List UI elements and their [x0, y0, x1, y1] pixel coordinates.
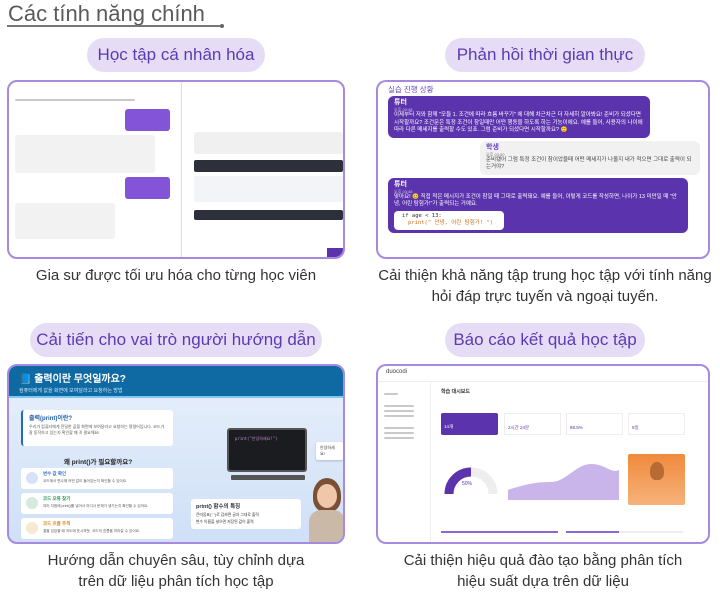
- reason-title: 코드 오류 찾기: [43, 496, 71, 501]
- reason-text: 결을 입었을 때 지도에 표시하듯, 코드의 흐름을 따라갈 수 있어요.: [43, 529, 140, 533]
- reason-title: 코드 흐름 추적: [43, 521, 71, 526]
- definition-card: 출력(print)이란? 우리가 컴퓨터에게 전달한 값을 화면에 보여달라고 …: [21, 410, 173, 446]
- realtime-chat-screenshot: 실습 진행 상황 튜터 오후 03:48 이제부터 저와 함께 "모듈 1. 조…: [376, 80, 710, 259]
- caption-line: Cải thiện khả năng tập trung học tập với…: [378, 267, 712, 284]
- sender-name: 튜터: [394, 180, 407, 188]
- streak-card: [628, 454, 685, 505]
- learning-dashboard-screenshot: duocodi 학습 대시보드 14개 2시간 24분 88.5% 5일 50%: [376, 364, 710, 544]
- why-heading: 왜 print()가 필요할까요?: [64, 459, 133, 466]
- feature-item: 변수 이름을 넣으면 저장된 값이 출력: [196, 520, 254, 524]
- stat-card: 88.5%: [566, 413, 623, 435]
- weekly-study-chart: [508, 464, 619, 500]
- stat-card: 2시간 24분: [504, 413, 561, 435]
- feature-pill-instructor: Cải tiến cho vai trò người hướng dẫn: [30, 323, 322, 357]
- caption-line: Hướng dẫn chuyên sâu, tùy chỉnh dựa: [47, 552, 305, 569]
- code-line: if age < 13:: [402, 212, 442, 219]
- dashboard-brand: duocodi: [378, 366, 708, 382]
- feature-pill-report: Báo cáo kết quả học tập: [445, 323, 645, 357]
- feature-pill-realtime: Phản hồi thời gian thực: [445, 38, 645, 72]
- reason-text: 여러 지점에 print()를 넣어서 어디서 문제가 생기는지 확인할 수 있…: [43, 504, 149, 508]
- sender-name: 학생: [486, 143, 499, 151]
- feature-box-title: print() 함수의 특징: [196, 504, 241, 510]
- chat-message-tutor: 튜터 오후 03:48 맞아요! 😊 직접 적은 메시지가 조건이 참일 때 그…: [388, 177, 688, 233]
- card-title: 출력(print)이란?: [29, 416, 73, 422]
- stat-card: 14개: [441, 413, 498, 435]
- lesson-slide-screenshot: 📘 출력이란 무엇일까요? 컴퓨터에게 값을 화면에 보여달라고 요청하는 방법…: [7, 364, 345, 544]
- feature-caption: Cải thiện hiệu quả đào tạo bằng phân tíc…: [376, 550, 710, 592]
- feature-item: 큰따옴표(" ")로 감싸면 글자 그대로 출력: [196, 513, 259, 517]
- caption-line: hiệu suất dựa trên dữ liệu: [457, 573, 629, 590]
- reason-text: 코드에서 변수에 어떤 값이 들어있는지 확인할 수 있어요.: [43, 479, 128, 483]
- progress-bar: [566, 531, 683, 533]
- slide-title: 📘 출력이란 무엇일까요?: [19, 374, 126, 385]
- slide-subtitle: 컴퓨터에게 값을 화면에 보여달라고 요청하는 방법: [19, 388, 123, 394]
- sender-name: 튜터: [394, 99, 407, 106]
- chat-message-student: 학생 오후 03:50 준비됐어 그럼 특정 조건이 참이었을때 어떤 메세지가…: [480, 140, 700, 175]
- caption-line: hỏi đáp trực tuyến và ngoại tuyến.: [431, 288, 659, 305]
- stat-value: 88.5%: [570, 425, 583, 430]
- reason-icon: [26, 522, 38, 534]
- dashboard-sidebar: [378, 382, 431, 542]
- terminal-screen: print("안녕하세요!"): [227, 428, 307, 472]
- output-bubble: 안녕하세요!: [316, 442, 343, 460]
- message-text: 맞아요! 😊 직접 적은 메시지가 조건이 참일 때 그대로 출력돼요. 예를 …: [394, 193, 677, 208]
- message-text: 준비됐어 그럼 특정 조건이 참이었을때 어떤 메세지가 나올지 내가 적으면 …: [486, 156, 692, 171]
- card-text: 우리가 컴퓨터에게 전달한 값을 화면에 보여달라고 요청하는 명령어입니다. …: [29, 424, 165, 435]
- dashboard-title: 학습 대시보드: [441, 389, 470, 395]
- feature-caption: Gia sư được tối ưu hóa cho từng học viên: [35, 267, 317, 284]
- feature-caption: Cải thiện khả năng tập trung học tập với…: [360, 265, 720, 307]
- message-text: 이제부터 저와 함께 "모듈 1. 조건에 따라 흐름 바꾸기" 에 대해 차근…: [394, 112, 643, 133]
- message-time: 오후 03:50: [486, 151, 505, 157]
- feature-caption: Hướng dẫn chuyên sâu, tùy chỉnh dựa trên…: [7, 550, 345, 592]
- tutor-workspace-screenshot: [7, 80, 345, 259]
- page-title: Các tính năng chính: [8, 1, 205, 26]
- caption-line: Cải thiện hiệu quả đào tạo bằng phân tíc…: [403, 552, 683, 569]
- progress-gauge: [444, 467, 498, 495]
- feature-pill-personalized: Học tập cá nhân hóa: [87, 38, 265, 72]
- reason-title: 변수 값 확인: [43, 471, 67, 476]
- message-time: 오후 03:48: [394, 188, 413, 194]
- stat-card: 5일: [628, 413, 685, 435]
- title-underline: [7, 23, 224, 27]
- progress-bar: [441, 531, 558, 533]
- code-line: print(" 안녕, 어린 탐험가! "): [408, 220, 494, 226]
- stat-value: 2시간 24분: [508, 425, 530, 430]
- instructor-avatar-illustration: [307, 478, 343, 542]
- feature-box: print() 함수의 특징 큰따옴표(" ")로 감싸면 글자 그대로 출력 …: [191, 499, 301, 529]
- chat-title: 실습 진행 상황: [388, 85, 434, 94]
- gauge-value: 50%: [462, 481, 473, 487]
- chat-message-tutor: 튜터 오후 03:48 이제부터 저와 함께 "모듈 1. 조건에 따라 흐름 …: [388, 96, 650, 138]
- reason-icon: [26, 472, 38, 484]
- terminal-base: [231, 475, 305, 480]
- stat-value: 14개: [444, 424, 454, 429]
- message-time: 오후 03:48: [394, 107, 413, 112]
- caption-line: trên dữ liệu phân tích học tập: [78, 573, 274, 590]
- reason-icon: [26, 497, 38, 509]
- stat-value: 5일: [632, 425, 639, 430]
- code-block: if age < 13: print(" 안녕, 어린 탐험가! "): [394, 210, 504, 230]
